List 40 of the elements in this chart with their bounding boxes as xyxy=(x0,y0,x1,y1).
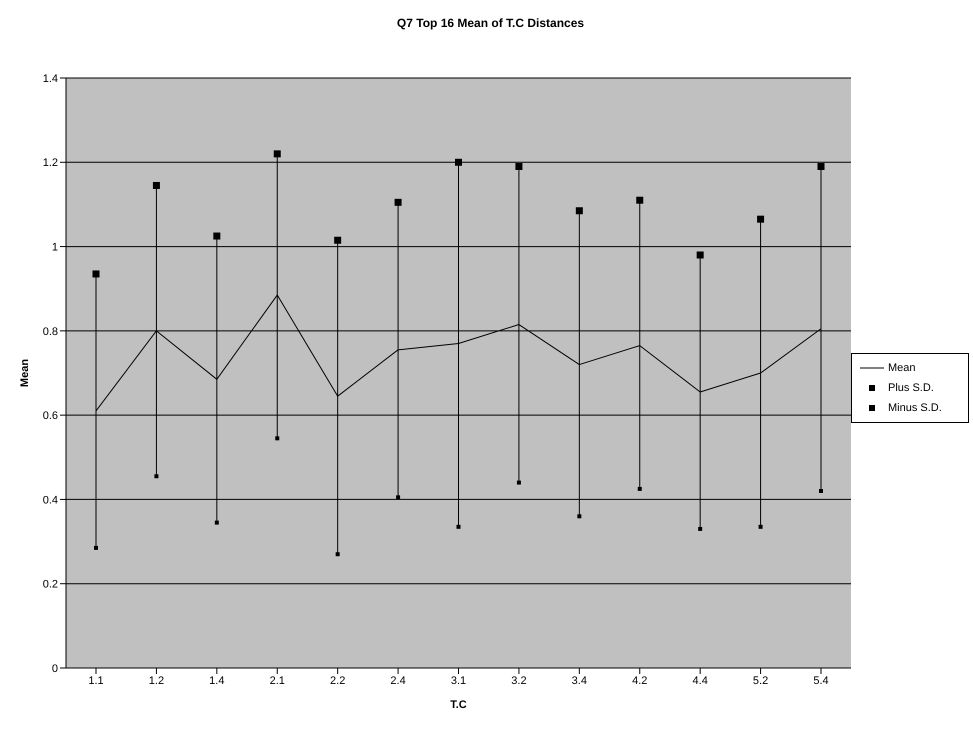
point xyxy=(636,196,644,204)
y-axis-title: Mean xyxy=(18,358,31,388)
chart-title: Q7 Top 16 Mean of T.C Distances xyxy=(396,15,586,32)
point xyxy=(152,182,160,189)
legend-label: Plus S.D. xyxy=(888,381,934,396)
x-tick-label: 1.4 xyxy=(209,674,224,687)
y-tick-label: 1.2 xyxy=(42,157,58,170)
y-tick-label: 1.4 xyxy=(42,72,58,85)
point xyxy=(515,163,522,170)
y-tick-label: 1 xyxy=(52,241,58,254)
legend-label: Minus S.D. xyxy=(888,401,942,416)
x-tick-label: 2.4 xyxy=(390,674,406,687)
point xyxy=(696,252,704,258)
point xyxy=(455,158,462,166)
x-tick-label: 2.2 xyxy=(330,674,346,687)
y-tick-label: 0.2 xyxy=(42,578,58,591)
x-tick-label: 1.1 xyxy=(88,674,104,687)
point xyxy=(394,198,402,206)
point xyxy=(334,236,342,244)
x-tick-label: 4.2 xyxy=(632,674,648,687)
x-tick-label: 2.1 xyxy=(270,674,285,687)
y-tick-label: 0.6 xyxy=(42,410,58,422)
point xyxy=(757,216,764,223)
x-tick-label: 5.2 xyxy=(752,674,768,687)
point xyxy=(818,163,824,170)
point xyxy=(213,232,220,240)
point xyxy=(576,207,583,214)
x-tick-label: 4.4 xyxy=(692,674,708,687)
x-tick-label: 1.2 xyxy=(148,674,164,687)
point xyxy=(274,150,281,158)
legend-label: Mean xyxy=(888,361,916,376)
x-tick-label: 5.4 xyxy=(813,674,829,687)
point xyxy=(92,270,100,278)
y-tick-label: 0.4 xyxy=(42,494,58,506)
x-tick-label: 3.1 xyxy=(450,674,466,687)
y-tick-label: 0.8 xyxy=(42,326,58,338)
x-axis-title: T.C xyxy=(450,699,467,711)
x-tick-label: 3.4 xyxy=(572,674,587,687)
x-tick-label: 3.2 xyxy=(511,674,527,687)
y-tick-label: 0 xyxy=(52,662,58,675)
